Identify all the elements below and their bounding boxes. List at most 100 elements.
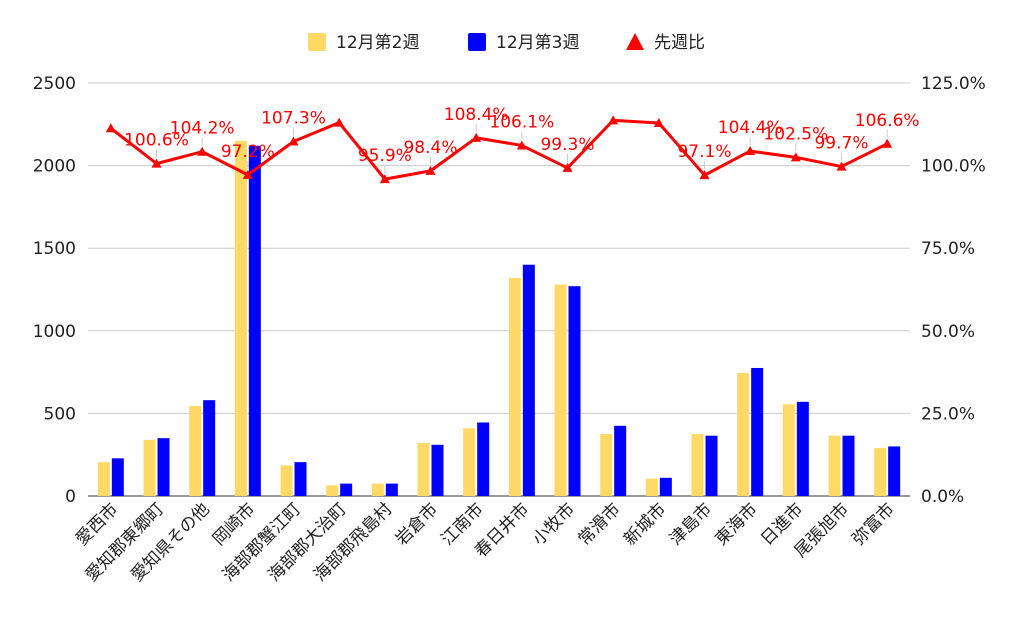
x-axis: 愛西市愛知郡東郷町愛知県その他岡崎市海部郡蟹江町海部郡大治町海部郡飛島村岩倉市江… bbox=[72, 499, 899, 585]
x-tick-label: 東海市 bbox=[711, 499, 761, 549]
bar-week2 bbox=[280, 465, 293, 496]
bar-week2 bbox=[463, 428, 476, 496]
bar-week3 bbox=[888, 446, 901, 496]
bar-week3 bbox=[842, 435, 855, 496]
legend-item-week3[interactable]: 12月第3週 bbox=[468, 33, 579, 53]
ratio-data-label: 99.7% bbox=[814, 134, 868, 154]
left-tick-label: 1000 bbox=[33, 322, 76, 342]
bar-week2 bbox=[417, 443, 430, 496]
bar-week3 bbox=[477, 422, 490, 496]
bars bbox=[97, 140, 901, 496]
ratio-marker bbox=[608, 115, 619, 125]
ratio-data-label: 108.4% bbox=[444, 105, 509, 125]
legend-item-ratio[interactable]: 先週比 bbox=[626, 33, 705, 53]
ratio-data-label: 100.6% bbox=[124, 131, 189, 151]
bar-week2 bbox=[600, 434, 613, 496]
ratio-marker bbox=[379, 174, 390, 184]
right-tick-label: 0.0% bbox=[921, 487, 964, 507]
ratio-marker bbox=[197, 146, 208, 156]
ratio-marker bbox=[425, 165, 436, 175]
right-tick-label: 50.0% bbox=[921, 322, 975, 342]
bar-week3 bbox=[431, 444, 444, 496]
left-tick-label: 500 bbox=[44, 404, 76, 424]
bar-week2 bbox=[554, 284, 567, 496]
x-tick-label: 弥富市 bbox=[848, 499, 898, 549]
ratio-marker bbox=[699, 170, 710, 180]
ratio-marker bbox=[105, 123, 116, 133]
ratio-data-label: 107.3% bbox=[261, 108, 326, 128]
bar-week3 bbox=[614, 425, 627, 496]
ratio-marker bbox=[471, 132, 482, 142]
ratio-marker bbox=[516, 140, 527, 150]
bar-week2 bbox=[691, 434, 704, 496]
left-axis: 0 500 1000 1500 2000 2500 bbox=[33, 74, 76, 507]
right-tick-label: 75.0% bbox=[921, 239, 975, 259]
x-tick-label: 新城市 bbox=[620, 499, 670, 549]
ratio-data-label: 104.4% bbox=[718, 118, 783, 138]
right-tick-label: 100.0% bbox=[921, 157, 986, 177]
ratio-marker bbox=[151, 158, 162, 168]
legend-triangle-icon bbox=[626, 33, 644, 50]
legend-label: 12月第2週 bbox=[336, 33, 419, 53]
ratio-data-label: 106.6% bbox=[855, 111, 920, 131]
bar-week2 bbox=[508, 277, 521, 496]
x-tick-label: 津島市 bbox=[666, 499, 716, 549]
ratio-data-label: 99.3% bbox=[540, 135, 594, 155]
bar-week3 bbox=[248, 145, 261, 496]
bar-week2 bbox=[828, 435, 841, 496]
ratio-data-label: 98.4% bbox=[403, 138, 457, 158]
ratio-data-label: 106.1% bbox=[489, 112, 554, 132]
ratio-data-label: 102.5% bbox=[763, 124, 828, 144]
ratio-data-label: 97.1% bbox=[677, 142, 731, 162]
bar-week2 bbox=[234, 140, 247, 496]
bar-week2 bbox=[874, 448, 887, 496]
legend-swatch bbox=[468, 33, 486, 51]
bar-week3 bbox=[294, 462, 307, 496]
bar-week2 bbox=[645, 478, 658, 496]
left-tick-label: 1500 bbox=[33, 239, 76, 259]
ratio-data-label: 95.9% bbox=[358, 146, 412, 166]
bar-week2 bbox=[326, 485, 339, 496]
ratio-marker bbox=[562, 162, 573, 172]
right-axis: 0.0% 25.0% 50.0% 75.0% 100.0% 125.0% bbox=[921, 74, 986, 507]
bar-week2 bbox=[371, 483, 384, 496]
bar-week3 bbox=[203, 400, 216, 496]
ratio-marker bbox=[745, 146, 756, 156]
bar-week3 bbox=[751, 367, 764, 496]
legend-item-week2[interactable]: 12月第2週 bbox=[308, 33, 419, 53]
legend: 12月第2週 12月第3週 先週比 bbox=[308, 33, 705, 53]
ratio-data-label: 104.2% bbox=[170, 119, 235, 139]
ratio-line: 100.6%104.2%97.2%107.3%95.9%98.4%108.4%1… bbox=[105, 105, 920, 184]
bar-week3 bbox=[340, 483, 353, 496]
left-tick-label: 2500 bbox=[33, 74, 76, 94]
legend-swatch bbox=[308, 33, 326, 51]
bar-week3 bbox=[385, 483, 398, 496]
bar-week3 bbox=[796, 401, 809, 496]
bar-week2 bbox=[97, 462, 110, 496]
bar-week3 bbox=[659, 477, 672, 496]
right-tick-label: 125.0% bbox=[921, 74, 986, 94]
x-tick-label: 常滑市 bbox=[574, 499, 624, 549]
bar-week3 bbox=[157, 438, 170, 496]
ratio-marker bbox=[790, 152, 801, 162]
x-tick-label: 岩倉市 bbox=[392, 499, 442, 549]
bar-week2 bbox=[737, 372, 750, 496]
left-tick-label: 2000 bbox=[33, 157, 76, 177]
bar-week3 bbox=[111, 458, 124, 496]
ratio-data-label: 97.2% bbox=[221, 142, 275, 162]
ratio-marker bbox=[836, 161, 847, 171]
bar-week2 bbox=[143, 439, 156, 496]
x-tick-label: 小牧市 bbox=[529, 499, 579, 549]
gridlines bbox=[88, 82, 910, 497]
ratio-marker bbox=[242, 169, 253, 179]
bar-week3 bbox=[522, 264, 535, 496]
ratio-line-path bbox=[109, 118, 888, 181]
bar-week3 bbox=[568, 286, 581, 496]
legend-label: 12月第3週 bbox=[496, 33, 579, 53]
bar-week2 bbox=[189, 405, 202, 496]
ratio-marker bbox=[653, 117, 664, 127]
ratio-marker bbox=[334, 117, 345, 127]
ratio-marker bbox=[882, 138, 893, 148]
